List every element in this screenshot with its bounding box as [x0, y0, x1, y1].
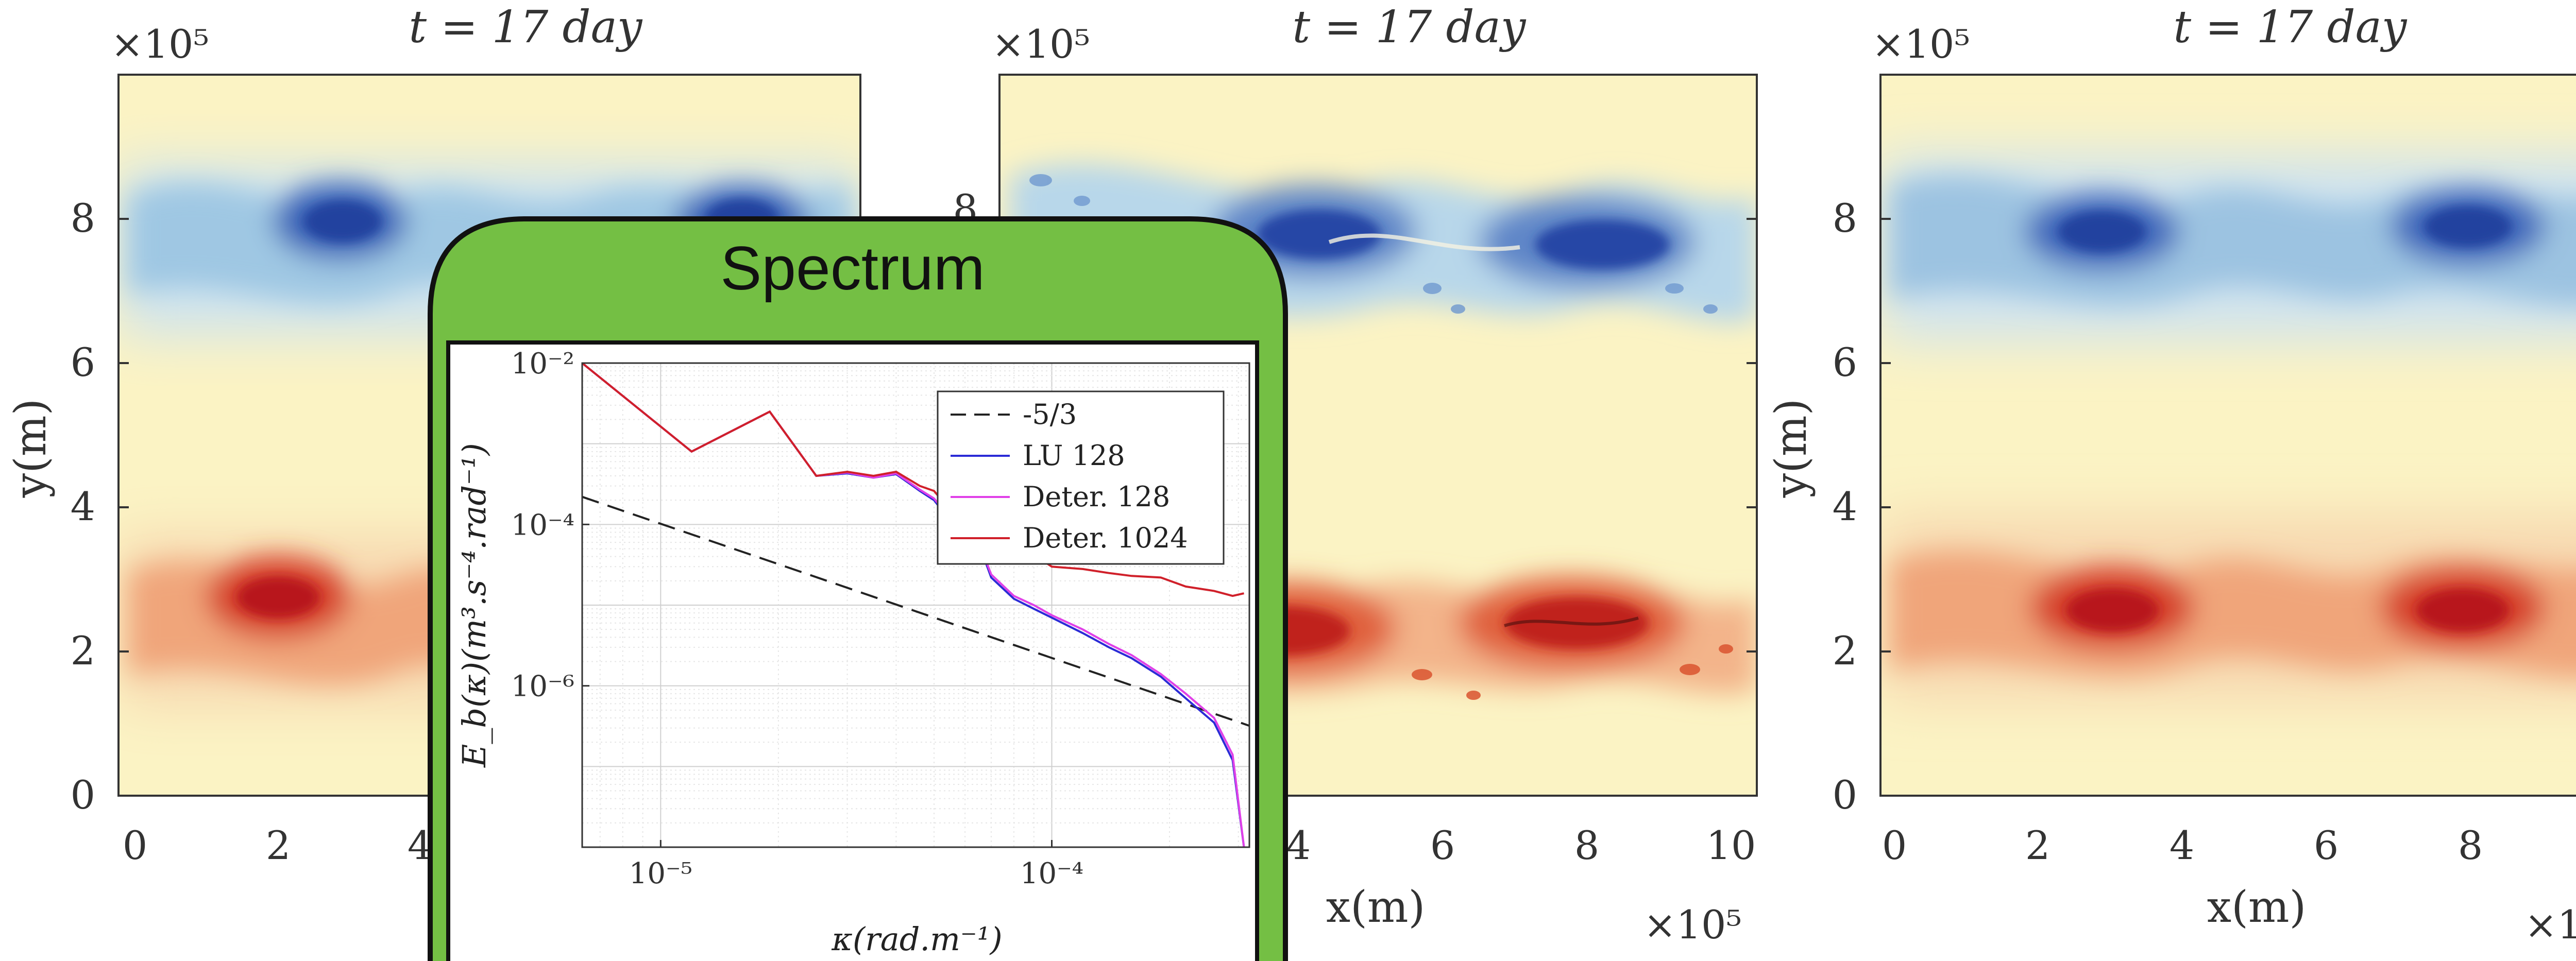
spectrum-xlabel: κ(rad.m⁻¹) [831, 920, 1002, 958]
panel-3-yticks: 0 2 4 6 8 [1833, 195, 1891, 818]
panel-3-xtick-8: 8 [2458, 822, 2483, 868]
spectrum-ytick-label: 10⁻⁴ [511, 508, 574, 542]
panel-1-ylabel: y(m) [5, 399, 56, 499]
panel-3-xtick-6: 6 [2314, 822, 2338, 868]
panel-1-ytick-2: 2 [71, 628, 95, 674]
panel-1-ytick-8: 8 [71, 195, 95, 241]
panel-1-xticks: 0 2 4 [123, 822, 432, 868]
panel-3-ylabel: y(m) [1766, 399, 1816, 499]
spectrum-title: Spectrum [720, 234, 985, 303]
panel-3-ytick-0: 0 [1833, 772, 1857, 818]
spectrum-ticks: 10⁻⁵ 10⁻⁴ 10⁻² 10⁻⁴ 10⁻⁶ [511, 347, 1083, 890]
panel-1-xtick-0: 0 [123, 822, 147, 868]
panel-2-xlabel: x(m) [1326, 882, 1426, 932]
panel-2-xtick-6: 6 [1430, 822, 1455, 868]
spectrum-ytick-label: 10⁻² [511, 347, 574, 381]
spectrum-xtick-label: 10⁻⁴ [1020, 857, 1083, 890]
panel-1-title: t = 17 day [409, 2, 643, 53]
panel-3-ytick-8: 8 [1833, 195, 1857, 241]
panel-1-ytick-6: 6 [71, 339, 95, 385]
panel-3-field [1880, 75, 2576, 796]
panel-2-y-multiplier: ×10⁵ [992, 21, 1090, 67]
panel-1-y-multiplier: ×10⁵ [111, 21, 209, 67]
panel-1-ytick-0: 0 [71, 772, 95, 818]
panel-2-title: t = 17 day [1293, 2, 1527, 53]
panel-3-xtick-0: 0 [1882, 822, 1907, 868]
spectrum-inset: Spectrum 10⁻⁵ 10⁻⁴ 10⁻² 10⁻⁴ 10⁻⁶ -5/3 LU 12… [428, 216, 1288, 961]
legend-label-deter1024: Deter. 1024 [1023, 522, 1188, 554]
legend-label-lu128: LU 128 [1023, 439, 1125, 472]
panel-1-xtick-2: 2 [266, 822, 291, 868]
spectrum-legend: -5/3 LU 128 Deter. 128 Deter. 1024 [937, 390, 1225, 565]
spectrum-ytick-label: 10⁻⁶ [511, 670, 574, 703]
panel-3-xtick-2: 2 [2025, 822, 2050, 868]
panel-3-frame [1879, 74, 2576, 797]
panel-3-xticks: 0 2 4 6 8 10 [1882, 822, 2483, 868]
panel-3-ytick-2: 2 [1833, 628, 1857, 674]
spectrum-xtick-label: 10⁻⁵ [629, 857, 692, 890]
panel-1-yticks: 0 2 4 6 8 [71, 195, 129, 818]
legend-label-slope: -5/3 [1023, 398, 1077, 431]
panel-3: 0 2 4 6 8 0 2 4 6 8 10 ×10⁵ ×10⁵ t = 17 … [1766, 2, 2576, 948]
panel-3-ytick-6: 6 [1833, 339, 1857, 385]
panel-3-title: t = 17 day [2174, 2, 2408, 53]
legend-label-deter128: Deter. 128 [1023, 480, 1170, 513]
spectrum-axes [581, 362, 1250, 848]
panel-3-ytick-4: 4 [1833, 484, 1857, 529]
panel-2-x-multiplier: ×10⁵ [1643, 902, 1742, 948]
panel-3-xtick-4: 4 [2170, 822, 2194, 868]
panel-2-xtick-4: 4 [1286, 822, 1311, 868]
legend-box [937, 390, 1225, 565]
panel-3-y-multiplier: ×10⁵ [1872, 21, 1970, 67]
spectrum-ylabel: E_b(κ)(m³.s⁻⁴.rad⁻¹) [455, 443, 493, 768]
panel-3-xlabel: x(m) [2207, 882, 2307, 932]
panel-1-ytick-4: 4 [71, 484, 95, 529]
panel-2-xtick-10: 10 [1706, 822, 1756, 868]
panel-2-xtick-8: 8 [1574, 822, 1599, 868]
panel-2-xticks: 4 6 8 10 [1286, 822, 1756, 868]
series-slope-line [582, 495, 1249, 727]
panel-3-x-multiplier: ×10⁵ [2524, 902, 2576, 948]
